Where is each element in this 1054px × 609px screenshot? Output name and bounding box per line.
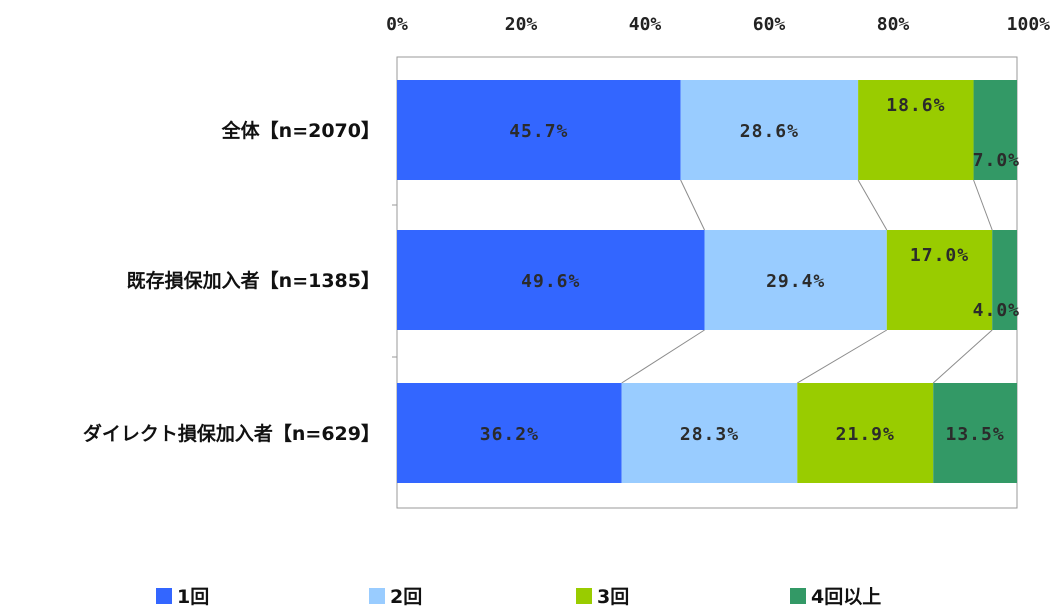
legend-label: 1回 [177, 586, 210, 608]
data-label: 28.6% [740, 121, 799, 142]
series-lines [621, 179, 993, 384]
x-tick-label: 0% [386, 14, 408, 35]
category-label: 既存損保加入者【n=1385】 [127, 269, 380, 292]
legend: 1回 2回 3回 4回以上 [0, 582, 1054, 609]
series-line [797, 329, 888, 384]
x-tick-label: 100% [1007, 14, 1051, 35]
category-labels: 全体【n=2070】既存損保加入者【n=1385】ダイレクト損保加入者【n=62… [83, 119, 380, 445]
y-axis-marks [392, 204, 397, 358]
legend-item: 1回 [156, 582, 209, 609]
x-tick-label: 60% [753, 14, 786, 35]
data-label: 45.7% [509, 121, 568, 142]
legend-swatch [369, 587, 385, 604]
data-label: 17.0% [910, 245, 969, 266]
legend-swatch [576, 587, 592, 604]
data-label: 4.0% [973, 300, 1020, 321]
legend-item: 3回 [576, 582, 629, 609]
legend-swatch [156, 587, 172, 604]
data-label: 18.6% [886, 95, 945, 116]
series-line [932, 329, 993, 384]
x-tick-label: 20% [505, 14, 538, 35]
legend-label: 3回 [597, 586, 630, 608]
bar-segment [680, 80, 859, 180]
data-label: 36.2% [480, 424, 539, 445]
bar-segment [992, 230, 1017, 330]
data-label: 49.6% [521, 271, 580, 292]
bar-segment [397, 230, 705, 330]
bar-segment [704, 230, 887, 330]
bar-segment [397, 80, 681, 180]
legend-item: 4回以上 [790, 582, 881, 609]
data-labels: 45.7% 28.6% 18.6% 7.0% 49.6% 29.4% 17.0% 4.0% 36… [480, 95, 1020, 445]
legend-item: 2回 [369, 582, 422, 609]
x-axis-ticks: 0% 20% 40% 60% 80% 100% [386, 14, 1050, 35]
data-label: 21.9% [836, 424, 895, 445]
data-label: 13.5% [946, 424, 1005, 445]
bars [397, 80, 1017, 483]
data-label: 7.0% [973, 150, 1020, 171]
series-line [857, 179, 888, 231]
bar-segment [397, 383, 622, 483]
bar-segment [858, 80, 974, 180]
category-label: 全体【n=2070】 [221, 119, 380, 142]
bar-segment [621, 383, 798, 483]
bar-segment [933, 383, 1017, 483]
data-label: 28.3% [680, 424, 739, 445]
bar-segment [886, 230, 993, 330]
series-line [680, 179, 705, 231]
legend-label: 4回以上 [811, 586, 882, 608]
bar-segment [797, 383, 934, 483]
legend-swatch [790, 587, 806, 604]
series-line [621, 329, 705, 384]
data-label: 29.4% [766, 271, 825, 292]
series-line [973, 179, 993, 231]
bar-segment [973, 80, 1017, 180]
x-tick-label: 80% [877, 14, 910, 35]
x-tick-label: 40% [629, 14, 662, 35]
category-label: ダイレクト損保加入者【n=629】 [83, 422, 380, 445]
legend-label: 2回 [390, 586, 423, 608]
